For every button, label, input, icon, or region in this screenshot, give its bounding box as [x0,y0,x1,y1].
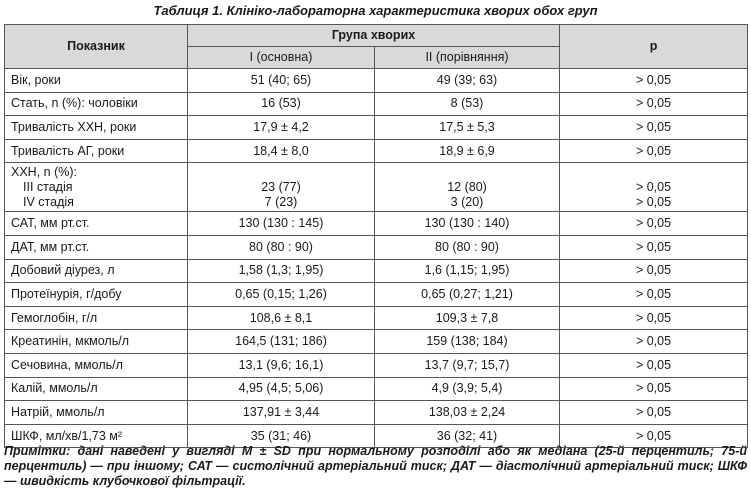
table-cell: 108,6 ± 8,1 [187,305,375,331]
table-cell: 164,5 (131; 186) [187,329,375,354]
table-cell: 16 (53) [187,91,375,117]
table-cell: Натрій, ммоль/л [4,400,188,425]
table-cell: 18,9 ± 6,9 [373,138,561,164]
table-row: Калій, ммоль/л 4,95 (4,5; 5,06) 4,9 (3,9; … [4,376,749,402]
table-cell: 36 (32; 41) [373,423,561,449]
table-body: Вік, роки 51 (40; 65) 49 (39; 63) > 0,05 Ста… [4,68,749,449]
table-cell: > 0,05 [559,68,749,93]
cell-line: 23 (77) [261,179,301,194]
table-cell: 8 (53) [373,91,561,117]
table-row: Креатинін, мкмоль/л 164,5 (131; 186) 159 (… [4,329,749,354]
table-cell: 17,5 ± 5,3 [373,115,561,140]
table-cell: Гемоглобін, г/л [4,305,188,331]
spacer [381,165,553,180]
table-cell: Стать, n (%): чоловіки [4,91,188,117]
cell-line: IV стадія [23,194,74,209]
table-cell: > 0,05 [559,138,749,164]
title: Таблиця 1. Клініко-лабораторна характери… [153,3,598,18]
cell-line: > 0,05 [635,194,672,209]
table-cell: Тривалість ХХН, роки [4,115,188,140]
table-cell: 130 (130 : 145) [187,211,375,236]
table-cell: 80 (80 : 90) [187,234,375,260]
table-cell: ШКФ, мл/хв/1,73 м² [4,423,188,449]
table: Показник Група хворих p I (основна) II (… [4,24,749,449]
table-row: Добовий діурез, л 1,58 (1,3; 1,95) 1,6 (1,… [4,258,749,284]
note: Примітки: дані наведені у вигляді M ± SD… [4,444,747,488]
spacer [566,165,741,180]
table-cell: 12 (80) 3 (20) [373,162,561,213]
table-cell: ХХН, n (%): III стадія IV стадія [4,162,188,213]
table-cell: Калій, ммоль/л [4,376,188,402]
table-cell: 18,4 ± 8,0 [187,138,375,164]
table-cell: 1,58 (1,3; 1,95) [187,258,375,284]
table-cell: 35 (31; 46) [187,423,375,449]
cell-line: III стадія [23,179,73,194]
table-cell: 130 (130 : 140) [373,211,561,236]
table-row: Гемоглобін, г/л 108,6 ± 8,1 109,3 ± 7,8 > 0… [4,305,749,331]
table-cell: > 0,05 [559,376,749,402]
table-cell: 80 (80 : 90) [373,234,561,260]
table-cell: САТ, мм рт.ст. [4,211,188,236]
table-cell: ДАТ, мм рт.ст. [4,234,188,260]
cell-line: 12 (80) [447,179,487,194]
table-cell: > 0,05 [559,400,749,425]
table-cell: Сечовина, ммоль/л [4,352,188,378]
table-row: Сечовина, ммоль/л 13,1 (9,6; 16,1) 13,7 (9… [4,352,749,378]
table-cell: 109,3 ± 7,8 [373,305,561,331]
table-cell: 0,65 (0,15; 1,26) [187,282,375,307]
table-cell: Добовий діурез, л [4,258,188,284]
table-cell: 51 (40; 65) [187,68,375,93]
cell-line: > 0,05 [635,179,672,194]
table-cell: > 0,05 [559,234,749,260]
cell-line: ХХН, n (%): [11,164,77,179]
table-cell: > 0,05 [559,91,749,117]
table-cell: 4,95 (4,5; 5,06) [187,376,375,402]
table-cell: Тривалість АГ, роки [4,138,188,164]
table-cell: 13,1 (9,6; 16,1) [187,352,375,378]
table-cell: > 0,05 [559,115,749,140]
table-cell: > 0,05 [559,352,749,378]
table-cell: 17,9 ± 4,2 [187,115,375,140]
table-row: ШКФ, мл/хв/1,73 м² 35 (31; 46) 36 (32; 41)… [4,423,749,449]
table-row: Протеїнурія, г/добу 0,65 (0,15; 1,26) 0,65… [4,282,749,307]
table-cell: > 0,05 [559,282,749,307]
table-row: Стать, n (%): чоловіки 16 (53) 8 (53) > 0,0… [4,91,749,117]
table-cell: 23 (77) 7 (23) [187,162,375,213]
header-cell: Група хворих [186,24,561,47]
table-cell: > 0,05 > 0,05 [559,162,749,213]
table-row: Тривалість ХХН, роки 17,9 ± 4,2 17,5 ± 5,3… [4,115,749,140]
table-cell: Вік, роки [4,68,188,93]
table-cell: > 0,05 [559,423,749,449]
table-cell: > 0,05 [559,305,749,331]
header-cell: Показник [4,24,188,69]
table-row: САТ, мм рт.ст. 130 (130 : 145) 130 (130 : … [4,211,749,236]
header-cell: II (порівняння) [373,46,561,69]
table-row: Натрій, ммоль/л 137,91 ± 3,44 138,03 ± 2,2… [4,400,749,425]
table-cell: 159 (138; 184) [373,329,561,354]
table-row: ХХН, n (%): III стадія IV стадія 23 (77) 7 (… [4,162,749,213]
table-cell: > 0,05 [559,329,749,354]
table-cell: > 0,05 [559,211,749,236]
table-row: Вік, роки 51 (40; 65) 49 (39; 63) > 0,05 [4,68,749,93]
spacer [194,165,368,180]
cell-line: 7 (23) [264,194,298,209]
table-cell: Креатинін, мкмоль/л [4,329,188,354]
cell-line: 3 (20) [450,194,484,209]
table-cell: 137,91 ± 3,44 [187,400,375,425]
table-cell: > 0,05 [559,258,749,284]
table-cell: 13,7 (9,7; 15,7) [373,352,561,378]
table-cell: Протеїнурія, г/добу [4,282,188,307]
table-cell: 1,6 (1,15; 1,95) [373,258,561,284]
table-row: Тривалість АГ, роки 18,4 ± 8,0 18,9 ± 6,9 >… [4,138,749,164]
table-cell: 49 (39; 63) [373,68,561,93]
table-cell: 4,9 (3,9; 5,4) [373,376,561,402]
table-cell: 138,03 ± 2,24 [373,400,561,425]
header-cell: I (основна) [187,46,375,69]
header-cell: p [559,24,749,69]
table-row: ДАТ, мм рт.ст. 80 (80 : 90) 80 (80 : 90) > … [4,234,749,260]
table-cell: 0,65 (0,27; 1,21) [373,282,561,307]
